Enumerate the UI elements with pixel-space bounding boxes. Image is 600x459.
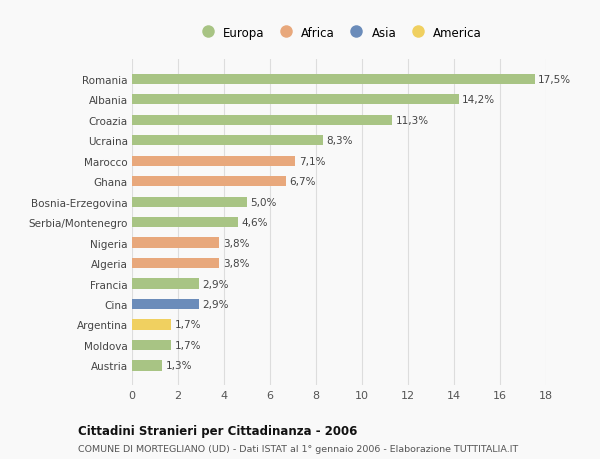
- Bar: [132, 360, 162, 371]
- Text: 14,2%: 14,2%: [462, 95, 495, 105]
- Bar: [132, 136, 323, 146]
- Bar: [132, 115, 392, 126]
- Text: 1,7%: 1,7%: [175, 320, 201, 330]
- Bar: [132, 299, 199, 309]
- Text: Cittadini Stranieri per Cittadinanza - 2006: Cittadini Stranieri per Cittadinanza - 2…: [78, 424, 358, 437]
- Text: 11,3%: 11,3%: [395, 116, 428, 125]
- Bar: [132, 319, 171, 330]
- Bar: [132, 258, 220, 269]
- Bar: [132, 238, 220, 248]
- Text: 5,0%: 5,0%: [250, 197, 277, 207]
- Text: 3,8%: 3,8%: [223, 238, 250, 248]
- Text: 17,5%: 17,5%: [538, 75, 571, 84]
- Text: 2,9%: 2,9%: [202, 299, 229, 309]
- Bar: [132, 340, 171, 350]
- Bar: [132, 95, 458, 105]
- Bar: [132, 74, 535, 85]
- Text: COMUNE DI MORTEGLIANO (UD) - Dati ISTAT al 1° gennaio 2006 - Elaborazione TUTTIT: COMUNE DI MORTEGLIANO (UD) - Dati ISTAT …: [78, 444, 518, 453]
- Text: 2,9%: 2,9%: [202, 279, 229, 289]
- Legend: Europa, Africa, Asia, America: Europa, Africa, Asia, America: [196, 27, 482, 39]
- Text: 8,3%: 8,3%: [326, 136, 353, 146]
- Text: 7,1%: 7,1%: [299, 157, 325, 166]
- Text: 4,6%: 4,6%: [241, 218, 268, 228]
- Bar: [132, 218, 238, 228]
- Bar: [132, 177, 286, 187]
- Text: 6,7%: 6,7%: [290, 177, 316, 187]
- Text: 1,3%: 1,3%: [166, 361, 192, 370]
- Bar: [132, 279, 199, 289]
- Text: 1,7%: 1,7%: [175, 340, 201, 350]
- Text: 3,8%: 3,8%: [223, 258, 250, 269]
- Bar: [132, 156, 295, 167]
- Bar: [132, 197, 247, 207]
